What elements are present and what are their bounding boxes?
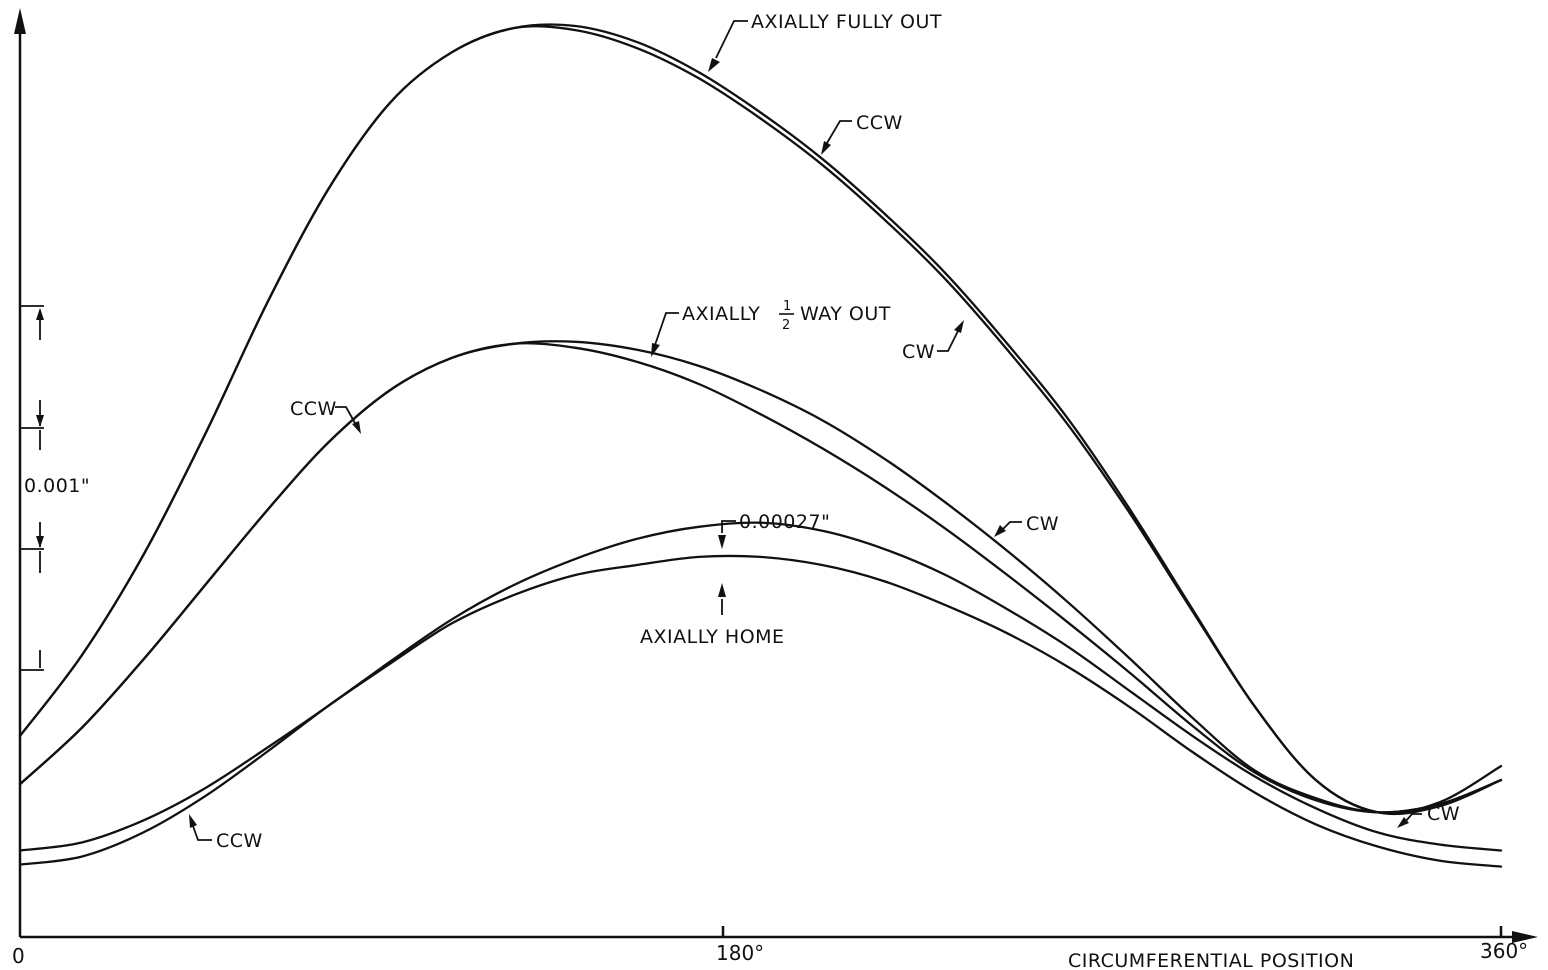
x-tick-label-180: 180° [716,941,764,965]
x-axis-arrowhead [1512,931,1538,943]
series-line-axially-1-2-way-out-ccw [18,340,1503,814]
annotation-cw-home: CW [1427,803,1460,825]
y-scale-bracket [20,305,44,671]
y-axis-arrowhead [14,8,26,34]
x-tick-label-0: 0 [12,944,25,968]
half-label-suffix: WAY OUT [800,303,891,325]
annotation-peak-difference: 0.00027" [739,511,830,533]
series-line-axially-home-ccw [18,521,1503,852]
series-layer [18,23,1503,868]
half-label-numerator: 1 [783,299,791,314]
series-line-axially-home-cw [18,554,1503,868]
series-line-axially-fully-out-ccw [18,23,1503,815]
annotation-ccw-half-out: CCW [290,398,337,420]
annotation-axially-half-way-out: AXIALLY 1 2 WAY OUT [682,299,891,333]
annotation-cw-half-out: CW [1026,513,1059,535]
half-label-denominator: 2 [782,318,790,333]
annotation-ccw-home: CCW [216,830,263,852]
annotation-ccw-fully-out: CCW [856,112,903,134]
annotation-cw-fully-out: CW [902,341,935,363]
half-label-prefix: AXIALLY [682,303,760,325]
annotation-leaders [189,20,1422,841]
annotation-axially-fully-out: AXIALLY FULLY OUT [751,11,942,33]
annotation-axially-home: AXIALLY HOME [640,626,785,648]
x-axis-label: CIRCUMFERENTIAL POSITION [1068,950,1354,970]
y-scale-label: 0.001" [24,475,90,497]
series-line-axially-fully-out-cw [18,25,1503,816]
x-tick-label-360: 360° [1480,939,1528,963]
axes [14,8,1538,943]
series-line-axially-1-2-way-out-cw [18,342,1503,814]
annotations: AXIALLY FULLY OUT CCW CW CCW CW 0.00027"… [216,11,1460,852]
